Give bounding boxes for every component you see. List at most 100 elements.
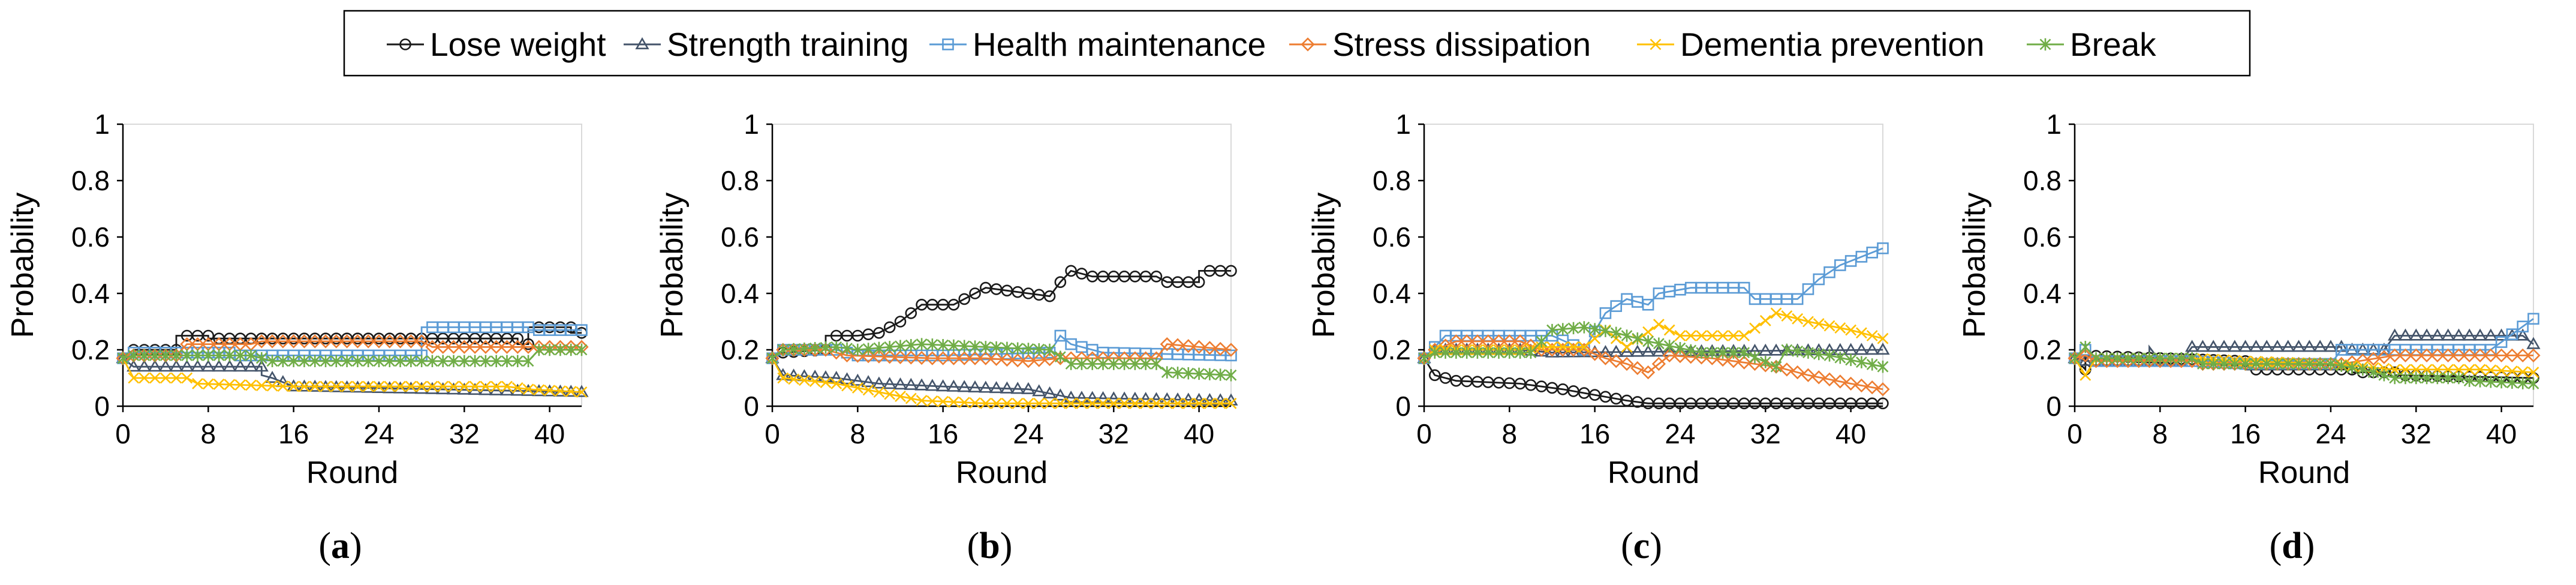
diamond-marker-icon [1301,37,1315,52]
data-point [1545,343,1560,357]
data-point [2485,364,2497,376]
data-point [1054,350,1066,363]
data-point [1663,340,1675,352]
data-point [946,351,961,365]
x-axis-label: Round [306,455,398,490]
data-point [554,343,566,356]
data-point [1716,352,1730,367]
data-point [2474,364,2486,376]
data-point [841,342,853,355]
data-point [234,379,246,391]
data-point [2357,363,2369,376]
legend-box [343,10,2251,77]
x-tick-label: 0 [765,418,780,449]
data-point [299,380,310,392]
data-point [850,373,865,386]
y-tick-label: 0.2 [71,334,110,365]
data-point [2249,340,2264,352]
data-point [1225,369,1237,382]
data-point [2080,341,2092,353]
data-point [1087,397,1099,409]
data-point [786,343,801,357]
y-axis-label: Probability [1307,193,1341,338]
data-point [479,340,493,354]
data-point [1866,330,1878,341]
x-tick-label: 16 [278,418,309,449]
data-point [2377,350,2391,364]
x-tick-label: 32 [1750,418,1781,449]
data-point [127,359,141,372]
data-point [2313,340,2327,352]
triangle-marker-icon [635,37,649,50]
data-point [1021,382,1036,394]
data-point [521,383,535,396]
data-point [1811,370,1826,385]
data-point [839,348,854,363]
data-point [1065,265,1077,277]
data-point [1589,323,1601,335]
data-point [862,343,874,355]
data-point [2366,352,2381,366]
data-point [373,380,385,392]
data-point [448,355,459,367]
circle-marker-icon [399,38,411,50]
data-point [1685,344,1697,357]
data-point [1759,356,1771,368]
data-point [839,372,854,385]
legend-entry: Break [2027,26,2156,63]
data-point [180,359,194,372]
data-point [148,359,162,372]
data-point [416,355,428,367]
data-point [1653,319,1665,331]
data-point [1054,397,1066,409]
x-tick-label: 32 [2401,418,2431,449]
data-point [1087,358,1099,370]
chart-panel: 0 0.2 0.4 0.6 0.8 1 0 8 16 24 32 40 Round Probability… [5,109,589,566]
data-point [777,343,789,356]
data-point [2389,371,2401,385]
data-point [1823,349,1835,362]
data-series [1418,321,1889,373]
data-point [893,377,908,390]
data-point [1651,356,1666,371]
data-point [2080,369,2092,381]
legend-label: Lose weight [430,26,606,63]
plot-area [122,124,582,407]
data-point [1598,344,1613,358]
data-point [2302,340,2317,352]
data-point [521,340,535,354]
data-point [1161,366,1173,379]
data-point [873,341,885,355]
panel-label: (c) [1621,526,1662,566]
data-point [925,351,940,365]
data-point [2250,358,2262,370]
data-point [1525,346,1537,359]
data-point [330,380,342,392]
data-point [277,380,289,392]
data-point [2400,371,2411,385]
data-point [1160,337,1174,352]
data-point [1193,367,1205,380]
data-point [202,378,214,390]
data-point [2515,348,2530,363]
data-point [2132,354,2146,368]
data-point [1566,343,1581,357]
data-point [2165,352,2177,365]
data-point [2207,358,2219,370]
data-point [2474,375,2486,388]
data-point [1129,358,1141,370]
data-point [1653,337,1665,350]
data-point [2451,348,2466,363]
data-point [1801,368,1816,382]
series-line [1423,358,1883,404]
y-tick-label: 0.8 [721,165,759,196]
data-point [1010,382,1025,394]
data-point [1076,358,1088,370]
data-point [1044,343,1055,356]
data-point [2484,328,2498,341]
data-point [969,287,981,299]
data-point [2463,374,2475,387]
data-point [851,343,863,356]
data-point [309,355,321,367]
data-point [1439,372,1452,384]
